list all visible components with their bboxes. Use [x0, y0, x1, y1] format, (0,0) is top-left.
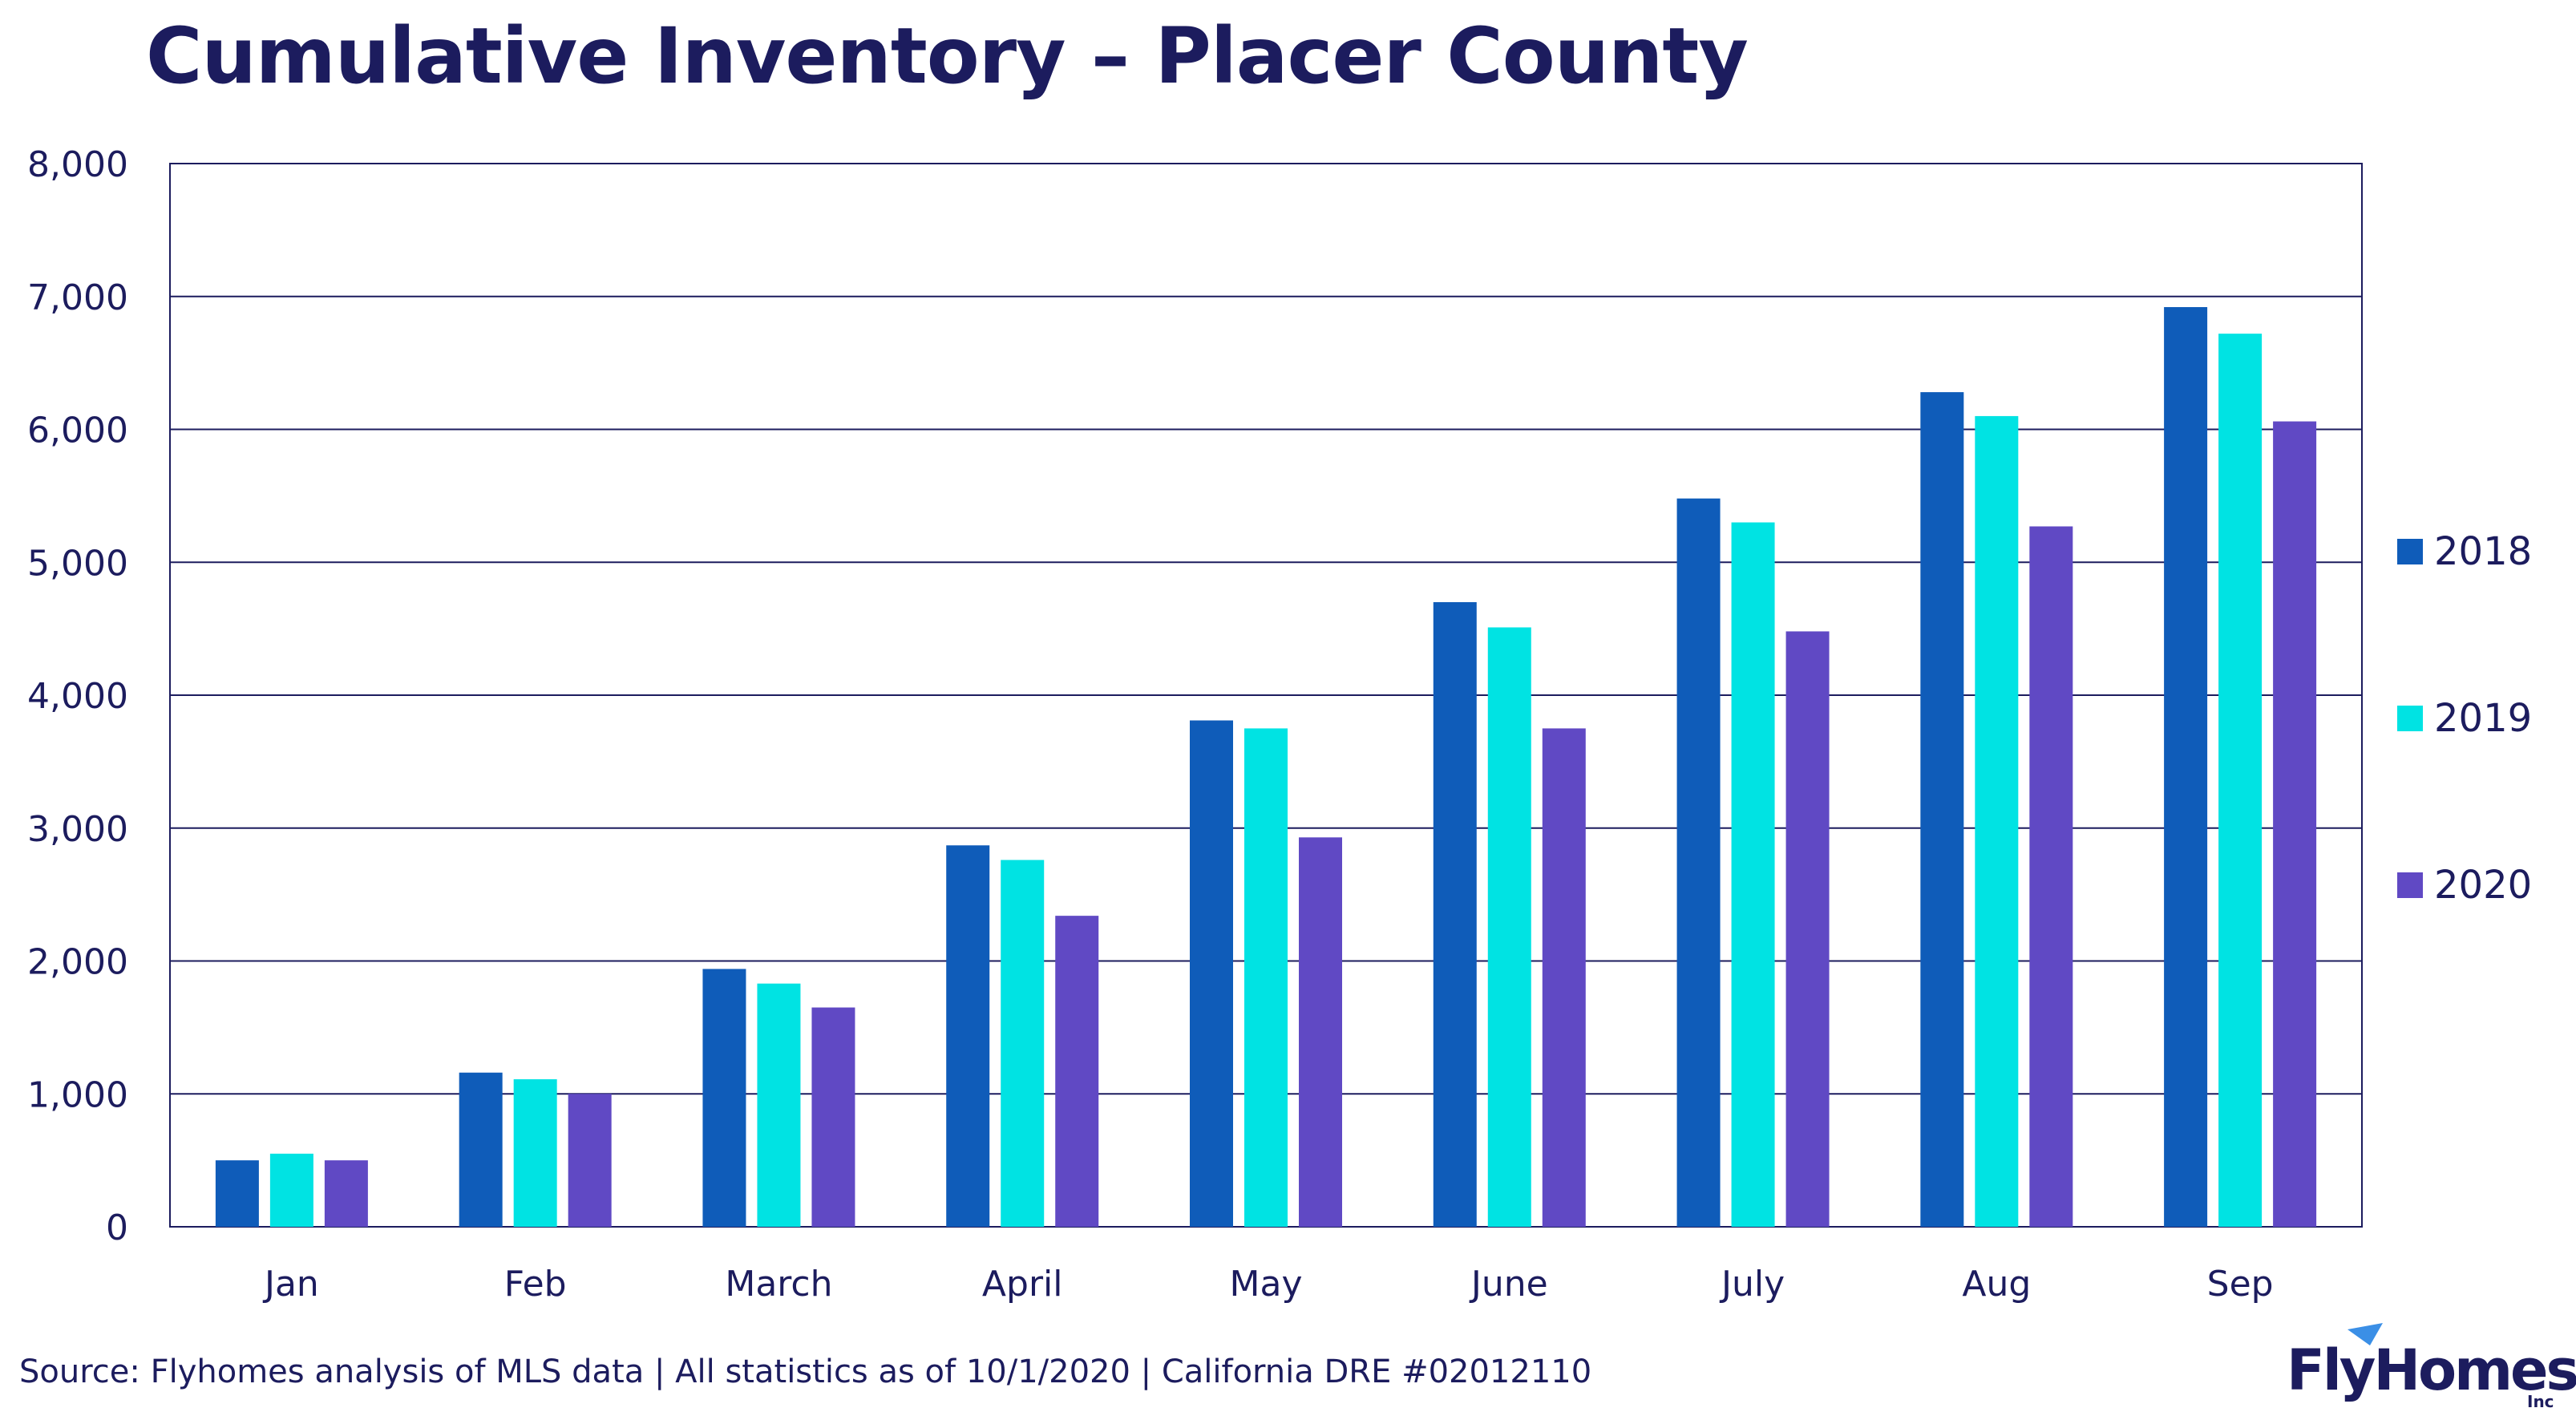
x-tick-label: April: [982, 1264, 1063, 1305]
legend-swatch-2018: [2397, 539, 2423, 564]
y-tick-label: 5,000: [27, 543, 128, 584]
legend-swatch-2019: [2397, 706, 2423, 731]
y-tick-label: 1,000: [27, 1074, 128, 1115]
bar-2018-march: [702, 969, 746, 1227]
flyhomes-logo-text: FlyHomes: [2287, 1337, 2576, 1403]
flyhomes-logo-sub: Inc: [2527, 1392, 2554, 1411]
x-tick-label: Feb: [504, 1264, 567, 1305]
bar-2018-aug: [1920, 392, 1964, 1228]
x-tick-label: Aug: [1962, 1264, 2031, 1305]
bars: [215, 307, 2317, 1228]
bar-2018-feb: [459, 1072, 503, 1227]
bar-2020-sep: [2273, 421, 2317, 1227]
y-axis-ticks: 0 1,000 2,000 3,000 4,000 5,000 6,000 7,000 8,00…: [27, 144, 128, 1248]
bar-2019-april: [1001, 860, 1045, 1227]
bar-2018-april: [946, 845, 990, 1227]
x-axis-ticks: Jan Feb March April May June July Aug Sep: [262, 1264, 2274, 1305]
bar-2019-june: [1487, 627, 1531, 1227]
y-tick-label: 7,000: [27, 277, 128, 318]
bar-2019-sep: [2218, 334, 2263, 1227]
bar-2018-july: [1676, 498, 1721, 1227]
bar-2020-june: [1542, 728, 1586, 1227]
bar-2018-may: [1190, 720, 1233, 1227]
y-tick-label: 6,000: [27, 411, 128, 451]
bar-2019-jan: [269, 1153, 313, 1227]
legend: 2018 2019 2020: [2397, 529, 2532, 908]
y-tick-label: 2,000: [27, 942, 128, 983]
y-tick-label: 8,000: [27, 144, 128, 185]
bar-2020-jan: [324, 1160, 368, 1227]
bar-2019-aug: [1975, 415, 2019, 1227]
bar-2019-march: [757, 983, 801, 1227]
bar-2020-july: [1785, 631, 1830, 1227]
x-tick-label: May: [1230, 1264, 1303, 1305]
legend-swatch-2020: [2397, 872, 2423, 898]
legend-label-2018: 2018: [2434, 529, 2532, 574]
bar-2018-jan: [215, 1160, 259, 1227]
chart-title: Cumulative Inventory – Placer County: [146, 11, 1749, 101]
flyhomes-logo-mark-icon: [2348, 1323, 2383, 1345]
bar-2020-april: [1055, 916, 1099, 1227]
bar-2020-march: [811, 1007, 855, 1227]
bar-2019-feb: [513, 1079, 557, 1227]
bar-2018-sep: [2164, 307, 2208, 1227]
source-note: Source: Flyhomes analysis of MLS data | …: [19, 1353, 1592, 1390]
x-tick-label: June: [1469, 1264, 1548, 1305]
x-tick-label: July: [1719, 1264, 1785, 1305]
y-tick-label: 4,000: [27, 676, 128, 717]
legend-label-2020: 2020: [2434, 863, 2532, 908]
x-tick-label: Sep: [2207, 1264, 2274, 1305]
bar-2019-may: [1244, 728, 1288, 1227]
bar-2018-june: [1433, 601, 1477, 1227]
flyhomes-logo: FlyHomes Inc: [2287, 1323, 2576, 1411]
y-tick-label: 3,000: [27, 809, 128, 850]
x-tick-label: Jan: [262, 1264, 319, 1305]
y-tick-label: 0: [106, 1208, 128, 1248]
bar-2020-may: [1299, 837, 1342, 1227]
bar-2020-feb: [568, 1094, 612, 1227]
legend-label-2019: 2019: [2434, 696, 2532, 741]
x-tick-label: March: [725, 1264, 832, 1305]
bar-2020-aug: [2029, 526, 2073, 1227]
bar-2019-july: [1731, 522, 1775, 1227]
